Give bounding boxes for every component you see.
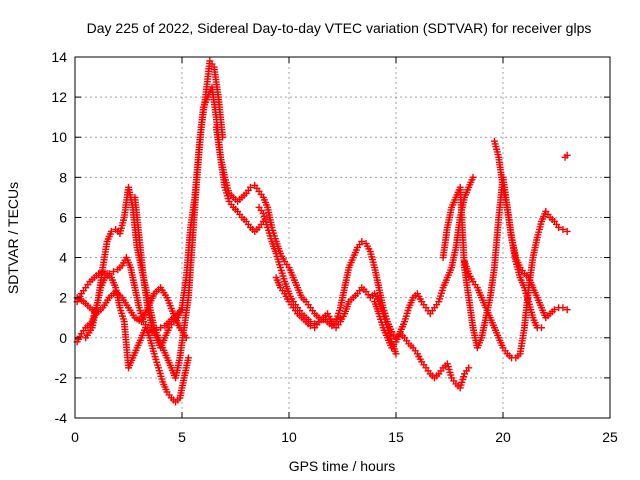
y-tick-label: 0 [59, 330, 67, 346]
data-point [555, 223, 563, 231]
chart-title: Day 225 of 2022, Sidereal Day-to-day VTE… [87, 20, 592, 36]
data-point [392, 350, 400, 358]
grid [75, 57, 610, 418]
y-tick-label: 4 [59, 250, 67, 266]
x-tick-label: 15 [388, 429, 404, 445]
y-tick-label: -4 [55, 410, 68, 426]
y-axis-title: SDTVAR / TECUs [5, 182, 21, 294]
data-point [563, 151, 571, 159]
data-points [73, 57, 571, 406]
data-point [559, 225, 567, 233]
x-tick-label: 0 [71, 429, 79, 445]
x-tick-label: 20 [495, 429, 511, 445]
data-point [184, 354, 192, 362]
data-point [95, 270, 103, 278]
data-point [563, 306, 571, 314]
data-point [358, 238, 366, 246]
data-point [538, 324, 546, 332]
y-tick-label: 12 [51, 89, 67, 105]
y-tick-label: 8 [59, 169, 67, 185]
data-point [110, 268, 118, 276]
axis-ticks: 0 5 10 15 20 25 -4 -2 0 2 4 6 8 10 12 14 [51, 49, 618, 445]
x-axis-title: GPS time / hours [289, 458, 396, 474]
y-tick-label: 10 [51, 129, 67, 145]
data-point [107, 227, 115, 235]
x-tick-label: 10 [281, 429, 297, 445]
y-tick-label: 14 [51, 49, 67, 65]
data-point [246, 183, 254, 191]
data-point [469, 173, 477, 181]
data-point [157, 324, 165, 332]
y-tick-label: 2 [59, 290, 67, 306]
y-tick-label: 6 [59, 209, 67, 225]
data-point [306, 322, 314, 330]
data-point [465, 364, 473, 372]
plot-frame [74, 56, 611, 419]
y-tick-label: -2 [55, 370, 68, 386]
x-tick-label: 5 [178, 429, 186, 445]
data-point [559, 304, 567, 312]
x-tick-label: 25 [602, 429, 618, 445]
data-point [563, 227, 571, 235]
data-point [550, 306, 558, 314]
